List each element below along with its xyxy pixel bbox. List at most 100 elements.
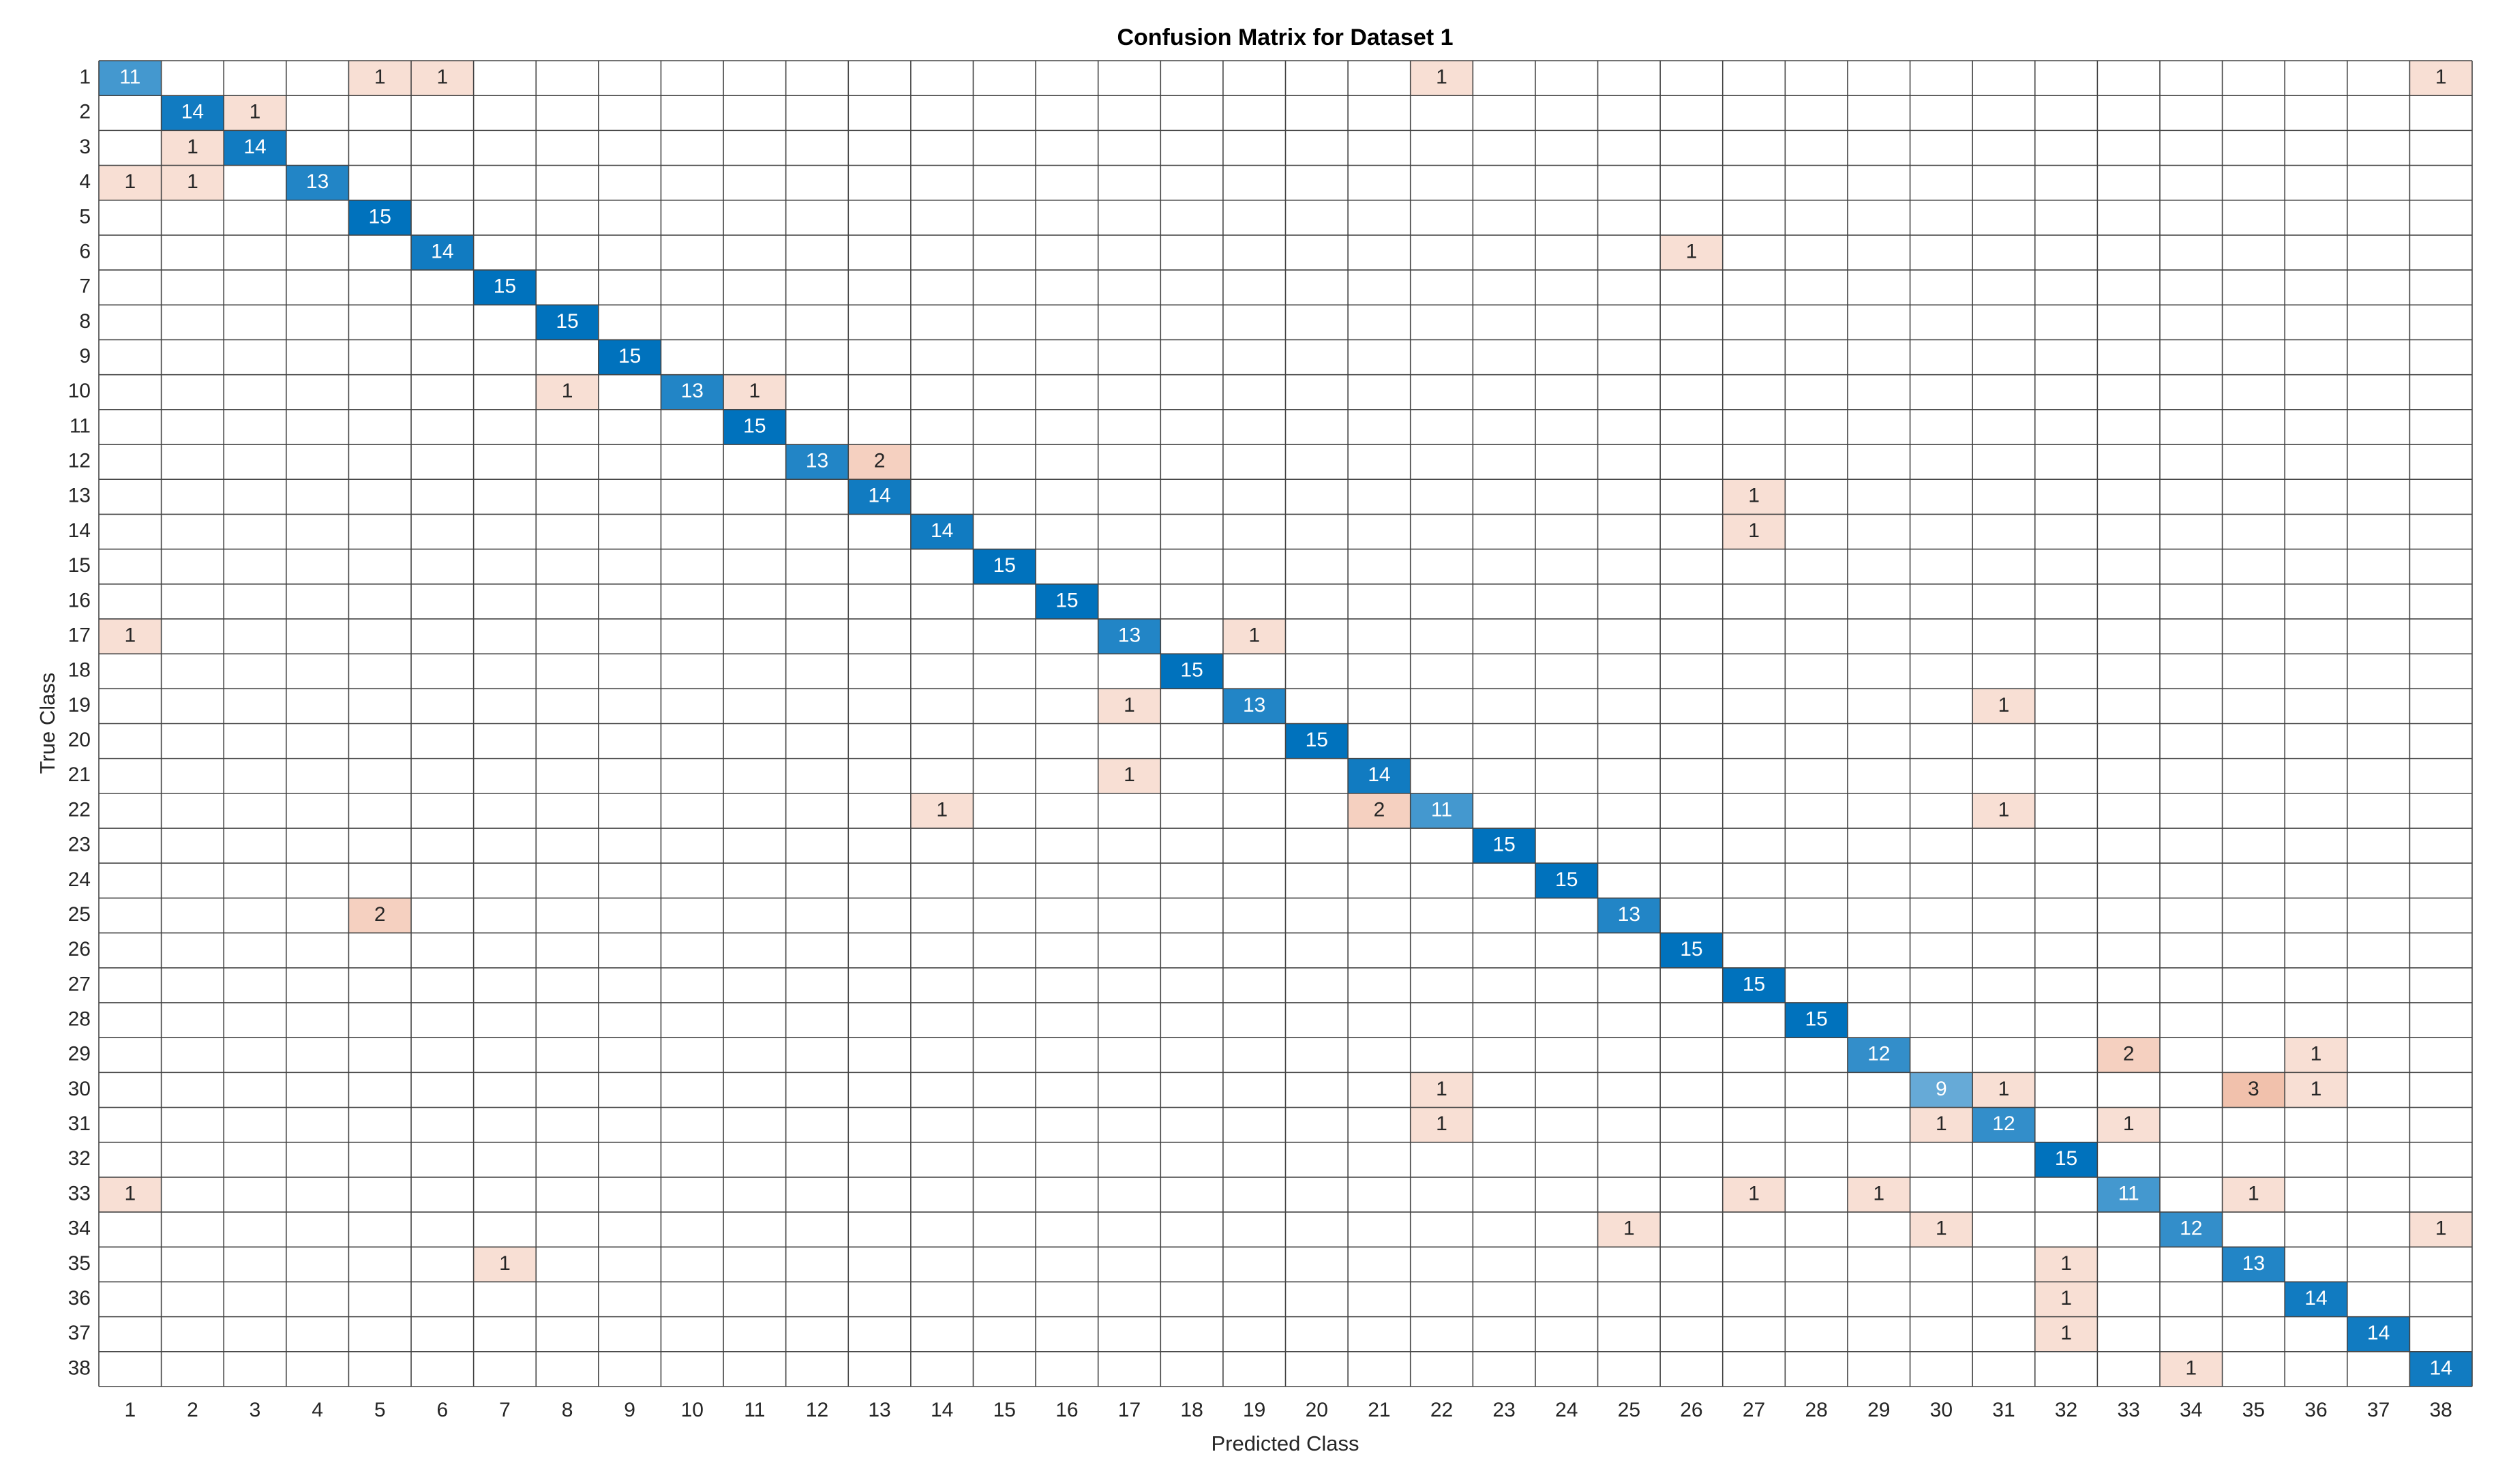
- y-axis-label: True Class: [35, 673, 59, 774]
- diagonal-cell: [2409, 1351, 2472, 1387]
- x-tick-label: 34: [2180, 1399, 2202, 1421]
- x-tick-label: 22: [1430, 1399, 1453, 1421]
- x-tick-label: 23: [1492, 1399, 1515, 1421]
- diagonal-cell: [2034, 1142, 2098, 1177]
- cell-label: 14: [931, 519, 953, 542]
- x-tick-label: 35: [2242, 1399, 2265, 1421]
- off-diagonal-cell: [1722, 479, 1786, 515]
- y-tick-label: 10: [68, 380, 91, 402]
- cell-label: 15: [1555, 868, 1578, 891]
- y-tick-label: 33: [68, 1182, 91, 1205]
- cell-label: 15: [494, 275, 516, 298]
- cell-label: 15: [556, 310, 578, 333]
- off-diagonal-cell: [1098, 758, 1161, 793]
- cell-label: 1: [1748, 1182, 1760, 1205]
- off-diagonal-cell: [1910, 1107, 1973, 1142]
- x-tick-label: 26: [1680, 1399, 1702, 1421]
- cell-label: 15: [2055, 1147, 2077, 1170]
- diagonal-cell: [411, 234, 474, 271]
- y-tick-label: 36: [68, 1287, 91, 1309]
- off-diagonal-cell: [848, 444, 911, 480]
- off-diagonal-cell: [473, 1247, 537, 1282]
- x-tick-label: 15: [993, 1399, 1016, 1421]
- diagonal-cell: [473, 270, 537, 305]
- y-tick-label: 7: [79, 275, 91, 298]
- x-tick-label: 12: [806, 1399, 828, 1421]
- cell-label: 15: [618, 345, 641, 367]
- cell-label: 1: [1436, 1078, 1447, 1100]
- off-diagonal-cell: [536, 374, 599, 410]
- cell-label: 15: [1805, 1008, 1827, 1030]
- off-diagonal-cell: [99, 618, 162, 654]
- y-tick-label: 21: [68, 763, 91, 786]
- cell-label: 15: [369, 205, 391, 228]
- off-diagonal-cell: [348, 61, 412, 96]
- y-tick-label: 28: [68, 1008, 91, 1030]
- y-tick-label: 29: [68, 1043, 91, 1065]
- off-diagonal-cell: [1410, 1072, 1473, 1108]
- x-tick-label: 33: [2117, 1399, 2139, 1421]
- diagonal-cell: [2097, 1177, 2160, 1213]
- cell-label: 11: [1431, 798, 1452, 821]
- off-diagonal-cell: [161, 165, 224, 200]
- y-tick-label: 27: [68, 973, 91, 995]
- x-tick-label: 6: [436, 1399, 448, 1421]
- y-tick-label: 11: [70, 414, 91, 437]
- cell-label: 1: [1623, 1217, 1635, 1240]
- y-tick-label: 15: [68, 554, 91, 577]
- diagonal-cell: [1285, 723, 1349, 759]
- cell-label: 13: [1243, 694, 1265, 716]
- diagonal-cell: [1036, 584, 1098, 619]
- diagonal-cell: [1597, 898, 1661, 933]
- cell-label: 1: [374, 66, 386, 89]
- diagonal-cell: [286, 165, 349, 200]
- x-tick-label: 21: [1368, 1399, 1390, 1421]
- off-diagonal-cell: [411, 61, 474, 96]
- x-tick-label: 20: [1306, 1399, 1328, 1421]
- x-tick-label: 18: [1180, 1399, 1203, 1421]
- cell-label: 1: [124, 1182, 136, 1205]
- y-tick-label: 31: [68, 1112, 91, 1135]
- cell-label: 14: [2304, 1287, 2327, 1309]
- cell-label: 13: [806, 450, 828, 472]
- y-tick-label: 22: [68, 798, 91, 821]
- x-tick-label: 27: [1743, 1399, 1765, 1421]
- cell-label: 12: [1992, 1112, 2015, 1135]
- cell-label: 2: [374, 903, 386, 926]
- off-diagonal-cell: [2285, 1072, 2347, 1108]
- off-diagonal-cell: [2285, 1038, 2347, 1073]
- cell-label: 13: [2242, 1252, 2265, 1275]
- cell-label: 14: [2367, 1322, 2390, 1344]
- cell-label: 15: [1680, 938, 1702, 960]
- off-diagonal-cell: [1098, 688, 1161, 724]
- diagonal-cell: [598, 339, 661, 375]
- diagonal-cell: [161, 95, 224, 131]
- x-tick-label: 7: [499, 1399, 511, 1421]
- cell-label: 1: [1248, 624, 1260, 646]
- off-diagonal-cell: [1410, 1107, 1473, 1142]
- y-tick-label: 16: [68, 589, 91, 611]
- x-tick-label: 14: [931, 1399, 953, 1421]
- off-diagonal-cell: [1660, 234, 1723, 271]
- x-tick-label: 1: [124, 1399, 136, 1421]
- diagonal-cell: [848, 479, 911, 515]
- off-diagonal-cell: [2034, 1282, 2098, 1317]
- off-diagonal-cell: [2409, 1212, 2472, 1247]
- diagonal-cell: [661, 374, 724, 410]
- off-diagonal-cell: [99, 1177, 162, 1213]
- cell-label: 2: [1374, 798, 1385, 821]
- x-tick-label: 17: [1118, 1399, 1141, 1421]
- cell-label: 2: [2123, 1043, 2135, 1065]
- cell-label: 11: [119, 66, 140, 89]
- y-tick-label: 17: [68, 624, 91, 646]
- cell-label: 3: [2248, 1078, 2259, 1100]
- diagonal-cell: [1160, 654, 1223, 689]
- cell-label: 1: [1748, 519, 1760, 542]
- cell-label: 15: [1055, 589, 1078, 611]
- off-diagonal-cell: [723, 374, 786, 410]
- diagonal-cell: [1410, 793, 1473, 829]
- cell-label: 1: [936, 798, 948, 821]
- x-tick-label: 10: [681, 1399, 704, 1421]
- diagonal-cell: [536, 305, 599, 340]
